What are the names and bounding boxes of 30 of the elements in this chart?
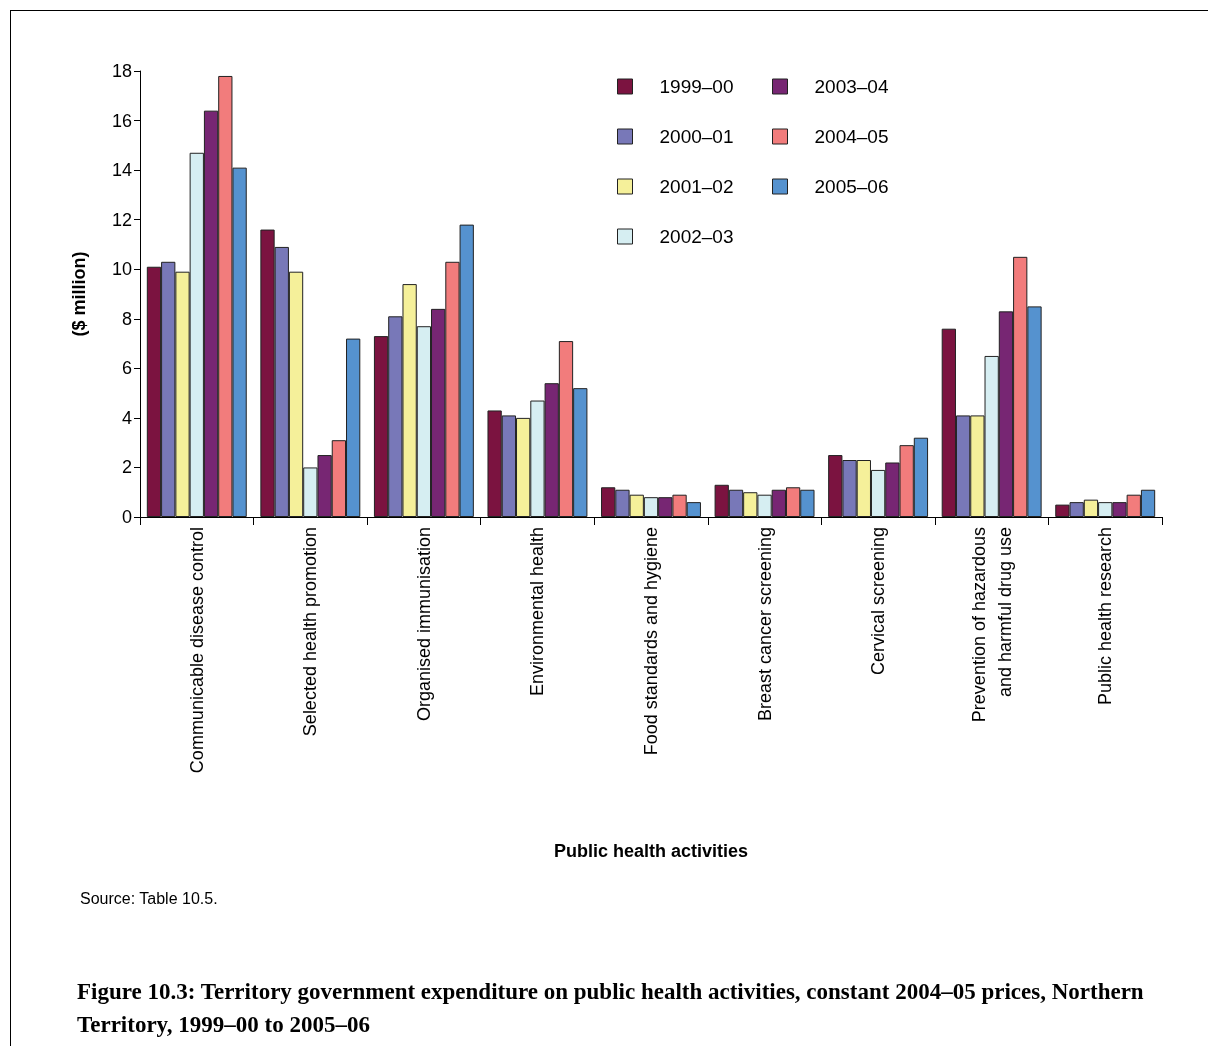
legend-label: 2001–02: [659, 176, 734, 197]
source-note: Source: Table 10.5.: [80, 889, 218, 907]
x-tick-label: Communicable disease control: [186, 527, 207, 774]
x-tick-label: Cervical screening: [868, 527, 889, 676]
x-tick-label: Breast cancer screening: [754, 527, 775, 722]
y-tick-label: 18: [111, 61, 132, 81]
x-tick-label: Organised immunisation: [413, 527, 434, 722]
y-tick-label: 8: [121, 308, 132, 329]
y-axis-title: ($ million): [69, 251, 89, 337]
y-tick-label: 4: [121, 407, 132, 428]
legend-label: 2005–06: [814, 176, 889, 197]
x-tick-label: Selected health promotion: [300, 527, 321, 737]
text: Figure 10.3: Territory government expenditure on public health activities, constant 2004–05 prices, Northern Territory, 1999–00 to 2005–06: [77, 979, 1150, 1037]
y-tick-label: 14: [111, 160, 132, 181]
legend-label: 2002–03: [659, 226, 734, 247]
x-tick-label: Public health research: [1095, 527, 1116, 706]
y-tick-label: 2: [121, 457, 132, 478]
legend-label: 2003–04: [814, 76, 889, 97]
y-tick-label: 12: [111, 209, 132, 230]
y-tick-label: 6: [121, 358, 132, 379]
legend-label: 2004–05: [814, 126, 889, 147]
y-tick-label: 10: [111, 259, 132, 280]
y-tick-label: 0: [121, 507, 132, 527]
legend-label: 2000–01: [659, 126, 734, 147]
x-tick-label: Environmental health: [527, 527, 548, 697]
x-tick-label: Food standards and hygiene: [641, 527, 661, 756]
legend-label: 1999–00: [659, 76, 734, 97]
x-axis-title: Public health activities: [553, 841, 749, 861]
y-tick-label: 16: [111, 110, 132, 131]
x-tick-label: Prevention of hazardous and harmful drug use: [968, 527, 1015, 723]
